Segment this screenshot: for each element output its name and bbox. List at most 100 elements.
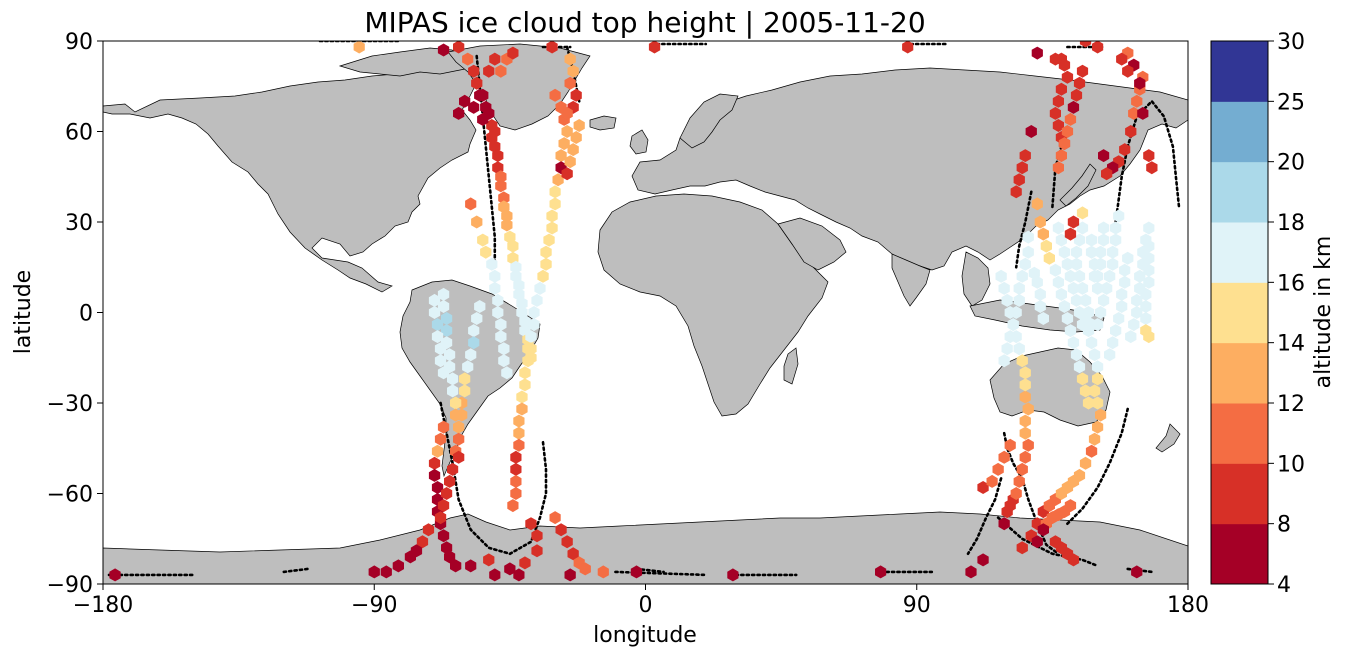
cloud-marker [1070,293,1083,307]
track-line [1002,431,1060,556]
cloud-marker [1001,342,1013,356]
cloud-marker [1067,281,1080,295]
cloud-marker [561,106,573,120]
cloud-marker [513,278,525,292]
cloud-marker [483,553,495,567]
cloud-marker [431,481,444,494]
cloud-marker [1070,245,1083,259]
cloud-marker [1079,41,1092,48]
cloud-marker [630,565,643,579]
cloud-marker [977,553,989,567]
cloud-marker [495,330,507,344]
cloud-marker [501,218,513,232]
cloud-marker [531,544,543,558]
cloud-marker [1073,76,1086,90]
cloud-marker [1146,161,1158,175]
cloud-marker [428,306,441,319]
cloud-marker [564,155,576,169]
cloud-marker [1076,64,1089,78]
cloud-marker [1092,269,1104,283]
x-tick-label: −90 [351,593,397,618]
cloud-marker [1131,565,1143,579]
cloud-marker [567,64,579,78]
y-tick-label: −30 [47,392,93,417]
y-tick-label: 30 [65,211,93,236]
cloud-marker [564,52,576,66]
cloud-marker [1088,348,1101,362]
cloud-marker [1037,312,1049,325]
cloud-marker [447,384,459,398]
cloud-marker [995,269,1007,283]
cloud-marker [459,372,471,386]
cloud-marker [510,260,522,274]
cloud-marker [564,568,576,582]
cloud-marker [998,450,1010,464]
cloud-marker [489,269,501,283]
cloud-marker [495,64,507,78]
colorbar-tick-label: 4 [1277,573,1291,598]
cloud-marker [1143,275,1155,289]
cloud-marker [1019,390,1031,404]
cloud-marker [513,426,525,440]
cloud-marker [1070,88,1083,102]
cloud-marker [1064,324,1077,338]
land-british-isles [629,129,649,155]
cloud-marker [437,366,450,380]
cloud-marker [1076,318,1089,332]
cloud-marker [1131,306,1143,319]
cloud-marker [1067,336,1080,350]
cloud-marker [549,185,561,199]
cloud-marker [1052,119,1064,132]
cloud-marker [549,88,561,102]
cloud-marker [1022,245,1034,259]
cloud-marker [1022,402,1034,416]
track-line [966,477,1003,556]
chart-title: MIPAS ice cloud top height | 2005-11-20 [364,6,925,39]
colorbar-segment [1211,161,1268,223]
cloud-marker [1092,372,1104,386]
cloud-marker [1013,293,1025,307]
cloud-marker [1019,426,1031,440]
cloud-marker [510,487,522,500]
cloud-marker [519,556,531,570]
colorbar-segment [1211,282,1268,344]
cloud-marker [1061,257,1074,271]
cloud-marker [1055,82,1067,96]
cloud-marker [1004,438,1016,452]
cloud-marker [392,559,404,573]
cloud-marker [1143,149,1155,163]
cloud-marker [992,462,1004,476]
track-line [282,567,310,574]
cloud-marker [567,143,579,157]
cloud-marker [501,209,513,223]
cloud-markers [109,41,1158,582]
cloud-marker [1082,396,1095,410]
cloud-marker [1034,300,1046,313]
cloud-marker [540,245,552,259]
cloud-marker [1049,106,1061,120]
track-line [1066,407,1129,525]
cloud-marker [1125,125,1137,138]
cloud-marker [1134,76,1146,90]
cloud-marker [1013,281,1025,295]
cloud-marker [453,450,465,464]
cloud-marker [1104,269,1116,283]
cloud-marker [965,565,977,579]
cloud-marker [1110,221,1122,235]
cloud-marker [1019,149,1031,163]
cloud-marker [474,88,486,102]
cloud-marker [549,197,561,211]
cloud-marker [1116,300,1128,313]
cloud-marker [465,348,477,362]
land-africa [597,193,829,417]
cloud-marker [1058,245,1071,259]
cloud-marker [1061,70,1074,84]
cloud-marker [1031,535,1043,549]
cloud-marker [1104,348,1116,362]
cloud-marker [1004,330,1016,344]
cloud-marker [507,239,519,253]
track-line [1114,99,1181,224]
cloud-marker [1092,281,1104,295]
land-india [891,253,931,307]
cloud-marker [1064,269,1077,283]
